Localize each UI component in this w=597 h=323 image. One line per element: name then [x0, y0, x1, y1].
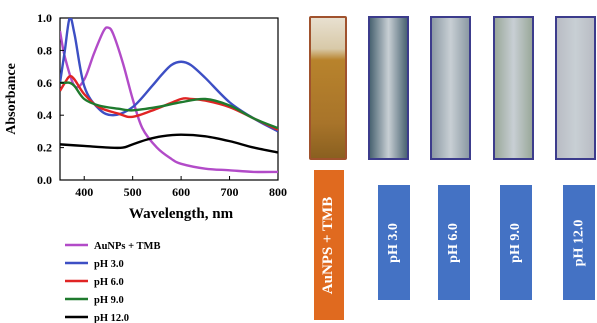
- series-line-2: [60, 74, 278, 131]
- legend-label-3: pH 9.0: [94, 295, 124, 306]
- legend: AuNPs + TMB pH 3.0 pH 6.0 pH 9.0 pH 12.0: [65, 241, 160, 323]
- legend-label-1: pH 3.0: [94, 259, 124, 270]
- sample-photo-2: [430, 16, 471, 160]
- sample-photo-4: [555, 16, 596, 160]
- y-tick-label-2: 0.4: [37, 108, 52, 122]
- legend-label-2: pH 6.0: [94, 277, 124, 288]
- sample-label-text-2: pH 6.0: [446, 222, 461, 263]
- y-axis-label: Absorbance: [4, 63, 19, 135]
- y-tick-label-1: 0.2: [37, 141, 52, 155]
- y-tick-label-5: 1.0: [37, 11, 52, 25]
- axes: 0.0 0.2 0.4 0.6 0.8 1.0 400 500 600 700 800: [37, 11, 287, 199]
- series-line-4: [60, 133, 278, 154]
- sample-photo-1: [368, 16, 409, 160]
- x-axis-label: Wavelength, nm: [129, 206, 234, 222]
- sample-label-text-1: pH 3.0: [386, 222, 401, 263]
- x-tick-label-3: 700: [221, 185, 239, 199]
- sample-photo-3: [493, 16, 534, 160]
- plot-area: [59, 17, 279, 181]
- sample-label-4: pH 12.0: [563, 185, 595, 300]
- sample-label-text-3: pH 9.0: [508, 222, 523, 263]
- series-line-3: [60, 81, 278, 130]
- x-tick-label-0: 400: [75, 185, 93, 199]
- x-tick-label-1: 500: [124, 185, 142, 199]
- sample-label-0: AuNPS + TMB: [314, 170, 344, 320]
- series-line-1: [60, 18, 278, 133]
- series-line-0: [60, 26, 278, 174]
- legend-label-0: AuNPs + TMB: [94, 241, 160, 252]
- x-tick-label-4: 800: [269, 185, 287, 199]
- sample-label-3: pH 9.0: [500, 185, 532, 300]
- y-tick-label-3: 0.6: [37, 76, 52, 90]
- series-lines: [60, 18, 278, 174]
- sample-photo-0: [309, 16, 347, 160]
- plot-frame: [59, 17, 279, 181]
- absorbance-chart: 0.0 0.2 0.4 0.6 0.8 1.0 400 500 600 700 800 Wavele…: [4, 11, 287, 323]
- y-tick-label-4: 0.8: [37, 43, 52, 57]
- x-tick-label-2: 600: [172, 185, 190, 199]
- sample-label-text-0: AuNPS + TMB: [320, 196, 337, 294]
- sample-label-text-4: pH 12.0: [571, 219, 586, 266]
- sample-label-2: pH 6.0: [438, 185, 470, 300]
- y-tick-label-0: 0.0: [37, 173, 52, 187]
- legend-label-4: pH 12.0: [94, 313, 129, 323]
- sample-label-1: pH 3.0: [378, 185, 410, 300]
